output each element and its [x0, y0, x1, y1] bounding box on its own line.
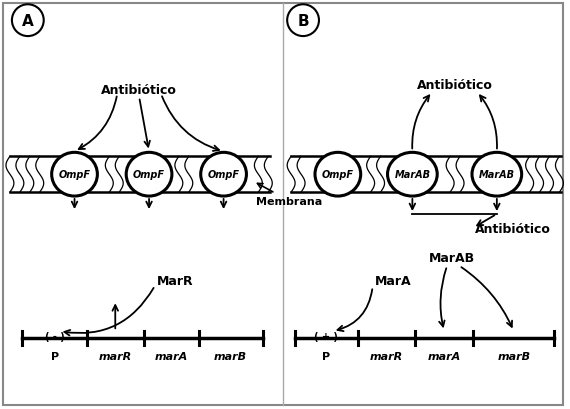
- Text: B: B: [298, 13, 309, 29]
- Text: OmpF: OmpF: [133, 170, 165, 180]
- Text: marR: marR: [370, 351, 403, 361]
- Text: MarAB: MarAB: [394, 170, 430, 180]
- Text: P: P: [322, 351, 330, 361]
- Text: MarR: MarR: [157, 274, 194, 287]
- Text: Antibiótico: Antibiótico: [417, 79, 493, 92]
- Text: P: P: [51, 351, 59, 361]
- Ellipse shape: [388, 153, 437, 197]
- Text: OmpF: OmpF: [322, 170, 354, 180]
- Text: OmpF: OmpF: [207, 170, 239, 180]
- Text: marB: marB: [214, 351, 247, 361]
- Text: A: A: [22, 13, 34, 29]
- Text: MarAB: MarAB: [429, 251, 475, 264]
- Ellipse shape: [126, 153, 172, 197]
- Text: OmpF: OmpF: [59, 170, 91, 180]
- Text: MarA: MarA: [374, 274, 411, 287]
- Text: marA: marA: [154, 351, 188, 361]
- Ellipse shape: [315, 153, 361, 197]
- FancyBboxPatch shape: [3, 4, 563, 405]
- Text: marA: marA: [428, 351, 461, 361]
- Ellipse shape: [201, 153, 246, 197]
- Text: marB: marB: [497, 351, 530, 361]
- Text: ( - ): ( - ): [45, 331, 64, 342]
- Ellipse shape: [472, 153, 522, 197]
- Text: ( + ): ( + ): [314, 331, 338, 342]
- Text: Antibiótico: Antibiótico: [101, 84, 177, 97]
- Text: MarAB: MarAB: [479, 170, 515, 180]
- Text: Antibiótico: Antibiótico: [475, 223, 551, 236]
- Ellipse shape: [52, 153, 97, 197]
- Text: Membrana: Membrana: [256, 184, 323, 207]
- Text: marR: marR: [99, 351, 132, 361]
